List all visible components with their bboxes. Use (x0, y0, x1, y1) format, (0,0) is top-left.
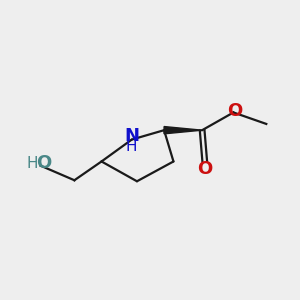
Text: O: O (36, 154, 51, 172)
Text: O: O (227, 102, 242, 120)
Text: H: H (126, 140, 137, 154)
Polygon shape (164, 127, 202, 134)
Text: O: O (197, 160, 212, 178)
Text: N: N (124, 127, 139, 145)
Text: H: H (26, 155, 38, 170)
